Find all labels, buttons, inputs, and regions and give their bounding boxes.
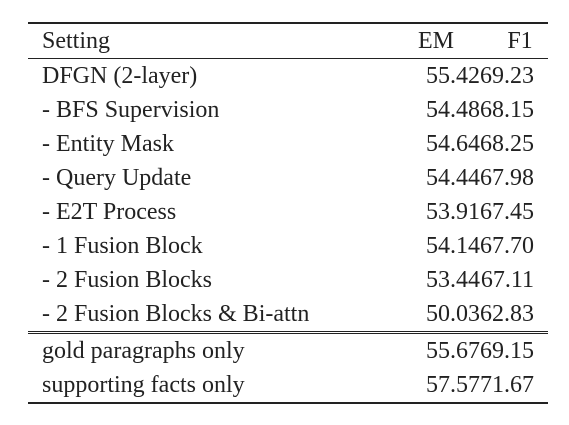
row-f1: 69.23: [480, 62, 534, 89]
row-em: 55.67: [426, 337, 480, 364]
table-row: gold paragraphs only 55.67 69.15: [28, 333, 548, 369]
row-setting: - BFS Supervision: [42, 96, 220, 123]
row-setting: - Query Update: [42, 164, 192, 191]
row-f1: 69.15: [480, 337, 534, 364]
row-setting: - E2T Process: [42, 198, 177, 225]
table-row: supporting facts only 57.57 71.67: [28, 368, 548, 404]
results-table: Setting EM F1 DFGN (2-layer) 55.42 69.23…: [28, 22, 548, 404]
row-f1: 67.45: [480, 198, 534, 225]
row-f1: 68.25: [480, 130, 534, 157]
row-em: 57.57: [361, 368, 480, 404]
row-f1: 67.11: [480, 266, 534, 293]
row-setting: - 2 Fusion Blocks: [42, 266, 213, 293]
row-em: 54.64: [426, 130, 480, 157]
table-row: - Entity Mask 54.64 68.25: [28, 127, 548, 161]
header-f1: F1: [480, 22, 548, 59]
row-setting: - 2 Fusion Blocks & Bi-attn: [28, 297, 362, 334]
ablation-section: DFGN (2-layer) 55.42 69.23 - BFS Supervi…: [28, 59, 548, 334]
oracle-section: gold paragraphs only 55.67 69.15 support…: [28, 333, 548, 404]
row-em: 54.48: [426, 96, 480, 123]
row-setting: - 1 Fusion Block: [42, 232, 203, 259]
row-em: 54.14: [426, 232, 480, 259]
header-em: EM: [361, 22, 480, 59]
table-row: - 1 Fusion Block 54.14 67.70: [28, 229, 548, 263]
row-em: 53.91: [426, 198, 480, 225]
table-row: - 2 Fusion Blocks 53.44 67.11: [28, 263, 548, 297]
table-row: DFGN (2-layer) 55.42 69.23: [28, 59, 548, 94]
row-em: 50.03: [361, 297, 480, 334]
table-row: - BFS Supervision 54.48 68.15: [28, 93, 548, 127]
table-row: - E2T Process 53.91 67.45: [28, 195, 548, 229]
header-setting: Setting: [28, 22, 362, 59]
row-f1: 67.98: [480, 164, 534, 191]
row-setting: DFGN (2-layer): [42, 62, 198, 89]
table-row: - 2 Fusion Blocks & Bi-attn 50.03 62.83: [28, 297, 548, 334]
row-f1: 62.83: [480, 297, 548, 334]
table-row: - Query Update 54.44 67.98: [28, 161, 548, 195]
row-em: 53.44: [426, 266, 480, 293]
header-row: Setting EM F1: [28, 22, 548, 59]
row-f1: 68.15: [480, 96, 534, 123]
row-f1: 67.70: [480, 232, 534, 259]
row-setting: - Entity Mask: [42, 130, 174, 157]
row-em: 54.44: [426, 164, 480, 191]
row-em: 55.42: [426, 62, 480, 89]
row-f1: 71.67: [480, 368, 548, 404]
row-setting: gold paragraphs only: [42, 337, 245, 364]
row-setting: supporting facts only: [28, 368, 362, 404]
